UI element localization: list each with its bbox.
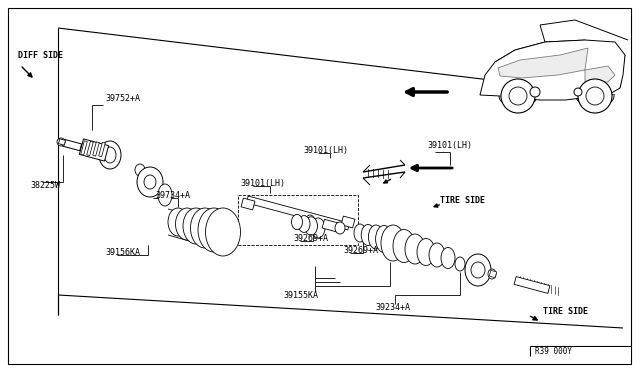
Ellipse shape [158,184,172,206]
Ellipse shape [417,238,435,266]
Ellipse shape [488,269,496,279]
Polygon shape [490,270,497,278]
Text: R39 000Y: R39 000Y [535,346,572,356]
Ellipse shape [291,214,303,230]
Text: 39234+A: 39234+A [375,304,410,312]
Ellipse shape [509,87,527,105]
Ellipse shape [57,138,65,146]
Ellipse shape [191,208,220,248]
Ellipse shape [305,217,317,235]
Polygon shape [514,277,550,294]
Ellipse shape [586,87,604,105]
Text: 38225W: 38225W [30,180,60,189]
Polygon shape [498,48,588,78]
Ellipse shape [465,254,491,286]
Polygon shape [79,139,109,161]
Polygon shape [585,66,615,82]
Polygon shape [241,198,255,210]
Ellipse shape [578,79,612,113]
Ellipse shape [168,208,188,236]
Text: TIRE SIDE: TIRE SIDE [543,308,588,317]
Ellipse shape [393,230,415,263]
Text: 39269+A: 39269+A [293,234,328,243]
Ellipse shape [361,224,375,246]
Ellipse shape [135,164,145,176]
Ellipse shape [183,208,209,244]
Ellipse shape [175,208,198,240]
Ellipse shape [369,225,383,249]
Ellipse shape [99,141,121,169]
Text: 39752+A: 39752+A [105,93,140,103]
Polygon shape [480,40,625,100]
Ellipse shape [311,218,325,238]
Polygon shape [93,142,99,156]
Ellipse shape [335,222,345,234]
Text: 39734+A: 39734+A [155,190,190,199]
Ellipse shape [305,215,315,229]
Ellipse shape [144,175,156,189]
Ellipse shape [376,225,392,253]
Polygon shape [341,216,355,228]
Polygon shape [81,141,87,155]
Ellipse shape [501,79,535,113]
Polygon shape [63,139,81,151]
Ellipse shape [441,247,455,269]
Ellipse shape [405,234,425,264]
Ellipse shape [530,87,540,97]
Text: 39101(LH): 39101(LH) [303,145,348,154]
Ellipse shape [104,147,116,163]
Ellipse shape [298,216,310,232]
Text: 39156KA: 39156KA [105,247,140,257]
Bar [531,347,631,357]
Polygon shape [246,196,349,230]
Ellipse shape [455,257,465,271]
Ellipse shape [137,167,163,197]
Ellipse shape [574,88,582,96]
Ellipse shape [381,225,405,261]
Text: 39269+A: 39269+A [343,246,378,254]
Ellipse shape [205,208,241,256]
Ellipse shape [429,243,445,267]
Text: 39101(LH): 39101(LH) [240,179,285,187]
Text: TIRE SIDE: TIRE SIDE [440,196,485,205]
Text: 39101(LH): 39101(LH) [427,141,472,150]
Polygon shape [87,141,93,155]
Bar [238,195,358,245]
Ellipse shape [354,224,366,242]
Ellipse shape [471,262,485,278]
Polygon shape [322,219,342,232]
Polygon shape [58,139,65,145]
Polygon shape [99,142,105,157]
Text: DIFF SIDE: DIFF SIDE [18,51,63,60]
Ellipse shape [198,208,230,252]
Text: 39155KA: 39155KA [283,291,318,299]
